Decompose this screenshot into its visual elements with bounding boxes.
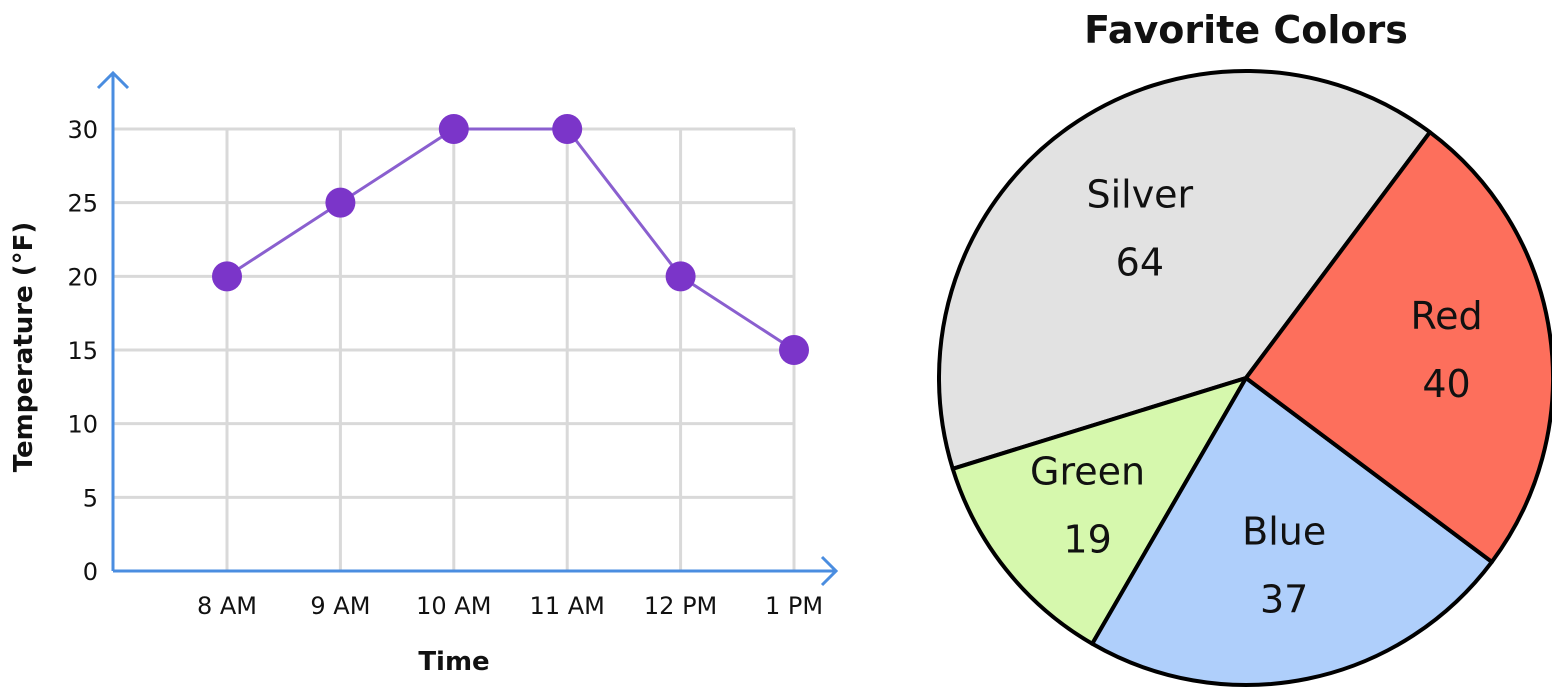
x-tick-label: 8 AM <box>197 592 257 620</box>
data-point <box>665 261 696 292</box>
series-line <box>226 127 795 352</box>
slice-value-label: 40 <box>1422 362 1470 406</box>
slice-name-label: Green <box>1030 449 1145 493</box>
y-tick-label: 25 <box>67 190 98 218</box>
x-tick-label: 9 AM <box>310 592 370 620</box>
x-tick-label: 11 AM <box>530 592 605 620</box>
y-axis-arrow <box>96 70 130 90</box>
y-tick-label: 30 <box>67 116 98 144</box>
data-point <box>212 261 242 292</box>
y-tick-label: 15 <box>67 337 98 365</box>
pie-slices <box>937 69 1552 687</box>
slice-name-label: Silver <box>1086 172 1193 216</box>
slice-value-label: 64 <box>1116 240 1164 284</box>
y-tick-label: 20 <box>67 263 98 291</box>
slice-value-label: 37 <box>1260 577 1308 621</box>
slice-name-label: Red <box>1410 294 1482 338</box>
y-axis-title: Temperature (°F) <box>9 222 39 473</box>
pie-slice-blue <box>1090 376 1494 687</box>
pie-chart: Favorite Colors Silver 64 Green 19 Blue 37 Red… <box>937 8 1552 687</box>
x-tick-label: 10 AM <box>416 592 491 620</box>
grid <box>113 127 796 571</box>
x-tick-label: 1 PM <box>765 592 823 620</box>
data-point <box>552 114 583 144</box>
axes <box>96 70 839 587</box>
slice-name-label: Blue <box>1242 509 1326 553</box>
pie-slice-red <box>1244 130 1552 564</box>
pie-slice-silver <box>937 69 1432 471</box>
pie-title: Favorite Colors <box>1084 8 1408 52</box>
x-axis-title: Time <box>418 647 489 677</box>
y-tick-labels: 0 5 10 15 20 25 30 <box>67 116 98 586</box>
x-tick-labels: 8 AM 9 AM 10 AM 11 AM 12 PM 1 PM <box>197 592 823 620</box>
y-tick-label: 5 <box>83 484 98 512</box>
slice-value-label: 19 <box>1063 517 1111 561</box>
pie-slice-green <box>950 376 1248 646</box>
data-point <box>779 335 809 365</box>
pie-slice-labels: Silver 64 Green 19 Blue 37 Red 40 <box>1030 172 1483 621</box>
y-tick-label: 0 <box>83 558 98 586</box>
data-point <box>325 187 356 218</box>
data-point <box>438 114 469 144</box>
line-chart: 0 5 10 15 20 25 30 8 AM 9 AM 10 AM 11 AM 12 PM 1 PM… <box>9 70 839 677</box>
data-points <box>212 114 809 365</box>
x-axis-arrow <box>820 555 839 587</box>
y-tick-label: 10 <box>67 411 98 439</box>
x-tick-label: 12 PM <box>644 592 717 620</box>
